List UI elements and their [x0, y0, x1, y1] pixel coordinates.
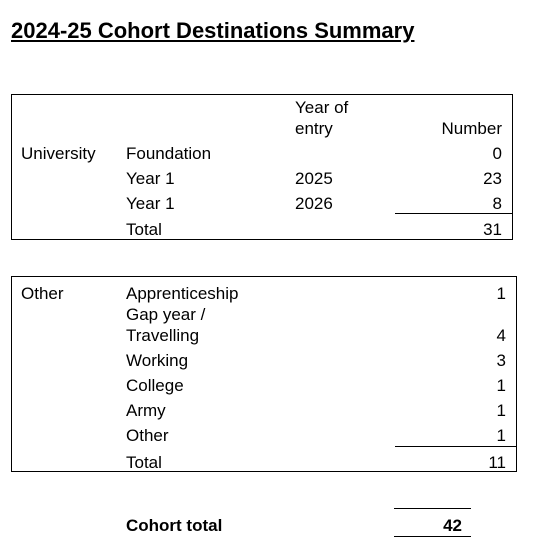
other-section-label: Other: [21, 284, 64, 303]
university-row-number: 0: [492, 144, 502, 163]
total-underline: [126, 239, 512, 240]
university-section-label: University: [21, 144, 96, 163]
university-row-number: 23: [483, 169, 502, 188]
cohort-total-label: Cohort total: [126, 516, 223, 535]
subtotal-rule: [395, 213, 512, 214]
subtotal-rule: [395, 446, 516, 447]
university-table: Year of entry Number University Foundati…: [11, 94, 513, 240]
cohort-total-bottom-rule: [394, 536, 471, 537]
header-year-of-entry-line1: Year of: [295, 98, 349, 117]
university-total-label: Total: [126, 220, 162, 239]
header-year-of-entry-line2: entry: [295, 119, 333, 138]
other-row-number: 1: [496, 284, 506, 303]
other-row-number: 4: [496, 326, 506, 345]
university-row-type: Year 1: [126, 169, 175, 188]
page-title: 2024-25 Cohort Destinations Summary: [11, 18, 415, 43]
other-row-type: Apprenticeship: [126, 284, 239, 303]
cohort-total-value: 42: [443, 516, 462, 535]
other-row-number: 1: [496, 426, 506, 445]
university-row-number: 8: [492, 194, 502, 213]
cohort-total-top-rule: [394, 508, 471, 509]
other-table: Other Apprenticeship 1 Gap year / Travel…: [11, 276, 517, 472]
other-row-type: Army: [126, 401, 166, 420]
other-row-number: 1: [496, 401, 506, 420]
other-row-type: Working: [126, 351, 189, 370]
other-row-number: 1: [496, 376, 506, 395]
other-row-type: College: [126, 376, 184, 395]
other-row-type-line2: Travelling: [126, 326, 200, 345]
university-total-value: 31: [483, 220, 502, 239]
other-total-label: Total: [126, 453, 162, 472]
other-row-type: Other: [126, 426, 169, 445]
university-row-type: Year 1: [126, 194, 175, 213]
university-row-year: 2025: [295, 169, 333, 188]
university-row-year: 2026: [295, 194, 333, 213]
header-number: Number: [441, 119, 502, 138]
other-row-number: 3: [496, 351, 506, 370]
other-total-value: 11: [488, 453, 506, 472]
other-row-type-line1: Gap year /: [126, 305, 206, 324]
university-row-type: Foundation: [126, 144, 212, 163]
